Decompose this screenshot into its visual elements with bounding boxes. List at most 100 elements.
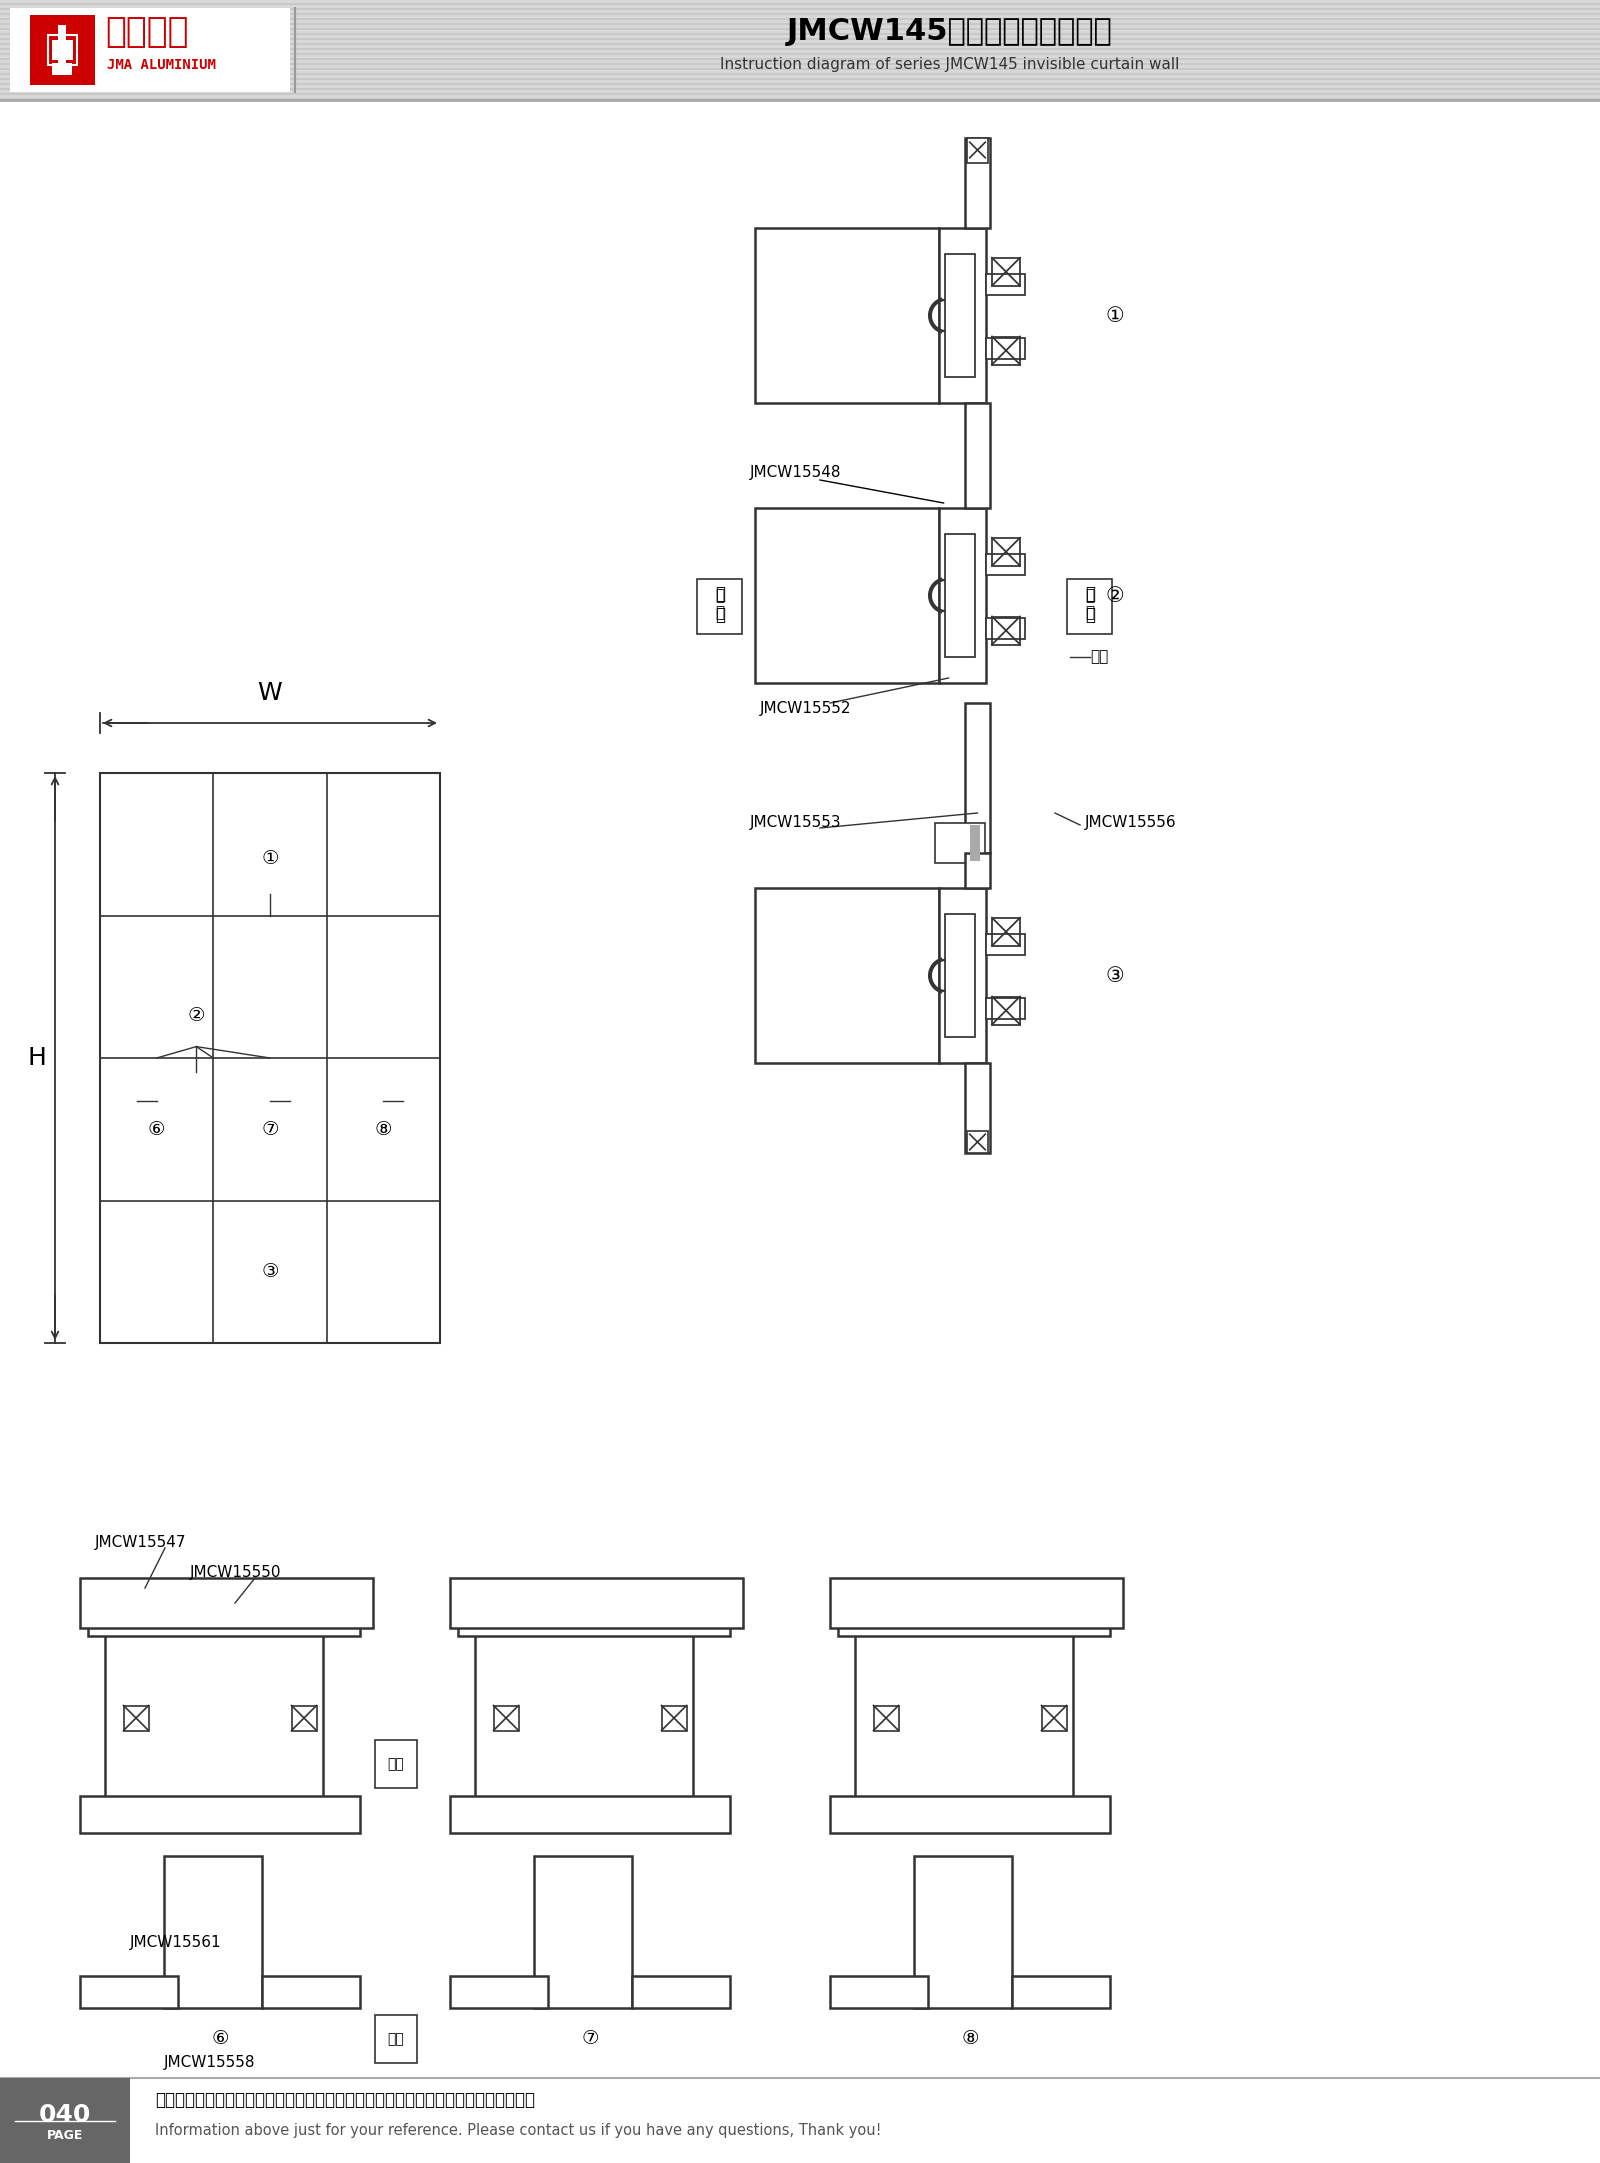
Bar xyxy=(0,80,1600,82)
Bar xyxy=(944,534,974,658)
Text: JMCW145系列隐框幕墙结构图: JMCW145系列隐框幕墙结构图 xyxy=(787,17,1114,45)
Text: ②: ② xyxy=(187,1006,205,1025)
Text: 胶条: 胶条 xyxy=(1090,649,1109,664)
Bar xyxy=(10,9,290,93)
Bar xyxy=(698,580,742,634)
Bar xyxy=(992,257,1019,286)
Bar xyxy=(992,616,1019,645)
Bar xyxy=(854,1629,1072,1808)
FancyBboxPatch shape xyxy=(30,15,94,84)
Text: 室
外: 室 外 xyxy=(1085,588,1094,621)
Bar xyxy=(830,1795,1110,1832)
Text: Instruction diagram of series JMCW145 invisible curtain wall: Instruction diagram of series JMCW145 in… xyxy=(720,58,1179,74)
Bar xyxy=(965,138,990,227)
Bar xyxy=(0,15,1600,17)
Text: 图中所示型材截面、装配、编号、尺寸及重量仅供参考。如有疑问，请向本公司查询。: 图中所示型材截面、装配、编号、尺寸及重量仅供参考。如有疑问，请向本公司查询。 xyxy=(155,2092,534,2109)
Bar xyxy=(0,37,1600,39)
Bar xyxy=(986,999,1026,1019)
Bar xyxy=(0,95,1600,97)
Bar xyxy=(0,91,1600,93)
Bar xyxy=(450,1977,547,2007)
Bar xyxy=(0,52,1600,54)
Bar xyxy=(0,35,1600,37)
Bar xyxy=(0,2079,130,2163)
Bar xyxy=(970,824,979,861)
Bar xyxy=(0,54,1600,58)
Bar xyxy=(0,6,1600,11)
Text: 室
内: 室 内 xyxy=(715,584,725,623)
Text: 室外: 室外 xyxy=(387,2031,405,2046)
Text: 室
外: 室 外 xyxy=(1085,584,1094,623)
Bar xyxy=(0,93,1600,95)
Bar xyxy=(0,17,1600,19)
Bar xyxy=(0,2,1600,4)
Text: ②: ② xyxy=(1106,586,1125,606)
Bar xyxy=(0,67,1600,69)
Bar xyxy=(0,43,1600,45)
Bar xyxy=(830,1579,1123,1629)
Bar xyxy=(0,28,1600,30)
Bar xyxy=(934,822,984,863)
Text: ⑦: ⑦ xyxy=(581,2029,598,2048)
Bar xyxy=(88,1598,360,1635)
Bar xyxy=(0,32,1600,35)
Text: ①: ① xyxy=(1106,305,1125,324)
Text: JMCW15553: JMCW15553 xyxy=(750,815,842,831)
Bar xyxy=(1042,1704,1067,1730)
Bar xyxy=(755,889,939,1062)
Text: 040: 040 xyxy=(38,2102,91,2128)
Bar xyxy=(0,61,1600,63)
Bar xyxy=(0,30,1600,32)
Bar xyxy=(755,227,939,402)
Bar xyxy=(0,50,1600,52)
Bar xyxy=(80,1579,373,1629)
Text: JMCW15556: JMCW15556 xyxy=(1085,815,1176,831)
Text: JMA ALUMINIUM: JMA ALUMINIUM xyxy=(107,58,216,71)
Bar xyxy=(986,554,1026,575)
Text: JMCW15548: JMCW15548 xyxy=(750,465,842,480)
Text: H: H xyxy=(27,1047,46,1071)
Text: ③: ③ xyxy=(261,1263,278,1280)
Bar xyxy=(450,1795,730,1832)
Bar xyxy=(965,402,990,508)
Bar xyxy=(914,1856,1013,2007)
Bar xyxy=(0,13,1600,15)
Bar xyxy=(992,337,1019,366)
Bar xyxy=(986,273,1026,294)
Text: ⑧: ⑧ xyxy=(962,2029,979,2048)
Bar xyxy=(534,1856,632,2007)
Bar xyxy=(450,1579,742,1629)
Bar xyxy=(51,63,72,76)
Bar xyxy=(944,255,974,376)
Bar xyxy=(291,1704,317,1730)
Text: JMCW15547: JMCW15547 xyxy=(94,1536,187,1551)
Bar xyxy=(830,1977,928,2007)
Bar xyxy=(992,997,1019,1025)
Bar xyxy=(632,1977,730,2007)
Bar xyxy=(939,889,986,1062)
Polygon shape xyxy=(30,15,94,84)
Bar xyxy=(0,97,1600,99)
Bar xyxy=(0,11,1600,13)
Bar xyxy=(262,1977,360,2007)
Bar xyxy=(123,1704,149,1730)
Bar xyxy=(165,1856,262,2007)
Bar xyxy=(939,508,986,684)
Text: 坚美铝业: 坚美铝业 xyxy=(106,15,189,50)
Bar xyxy=(944,915,974,1036)
Text: ⑧: ⑧ xyxy=(374,1120,392,1138)
Text: W: W xyxy=(258,681,282,705)
Bar xyxy=(0,74,1600,76)
Text: JMCW15558: JMCW15558 xyxy=(165,2055,256,2070)
Text: JMCW15552: JMCW15552 xyxy=(760,701,851,716)
Bar xyxy=(374,1739,418,1789)
Text: PAGE: PAGE xyxy=(46,2128,83,2141)
Bar xyxy=(0,84,1600,87)
Bar xyxy=(0,65,1600,67)
Text: ⑥: ⑥ xyxy=(147,1120,165,1138)
Text: 室
内: 室 内 xyxy=(715,588,725,621)
Bar xyxy=(0,87,1600,91)
Bar xyxy=(966,1131,987,1153)
Bar xyxy=(80,1795,360,1832)
Bar xyxy=(51,39,74,61)
